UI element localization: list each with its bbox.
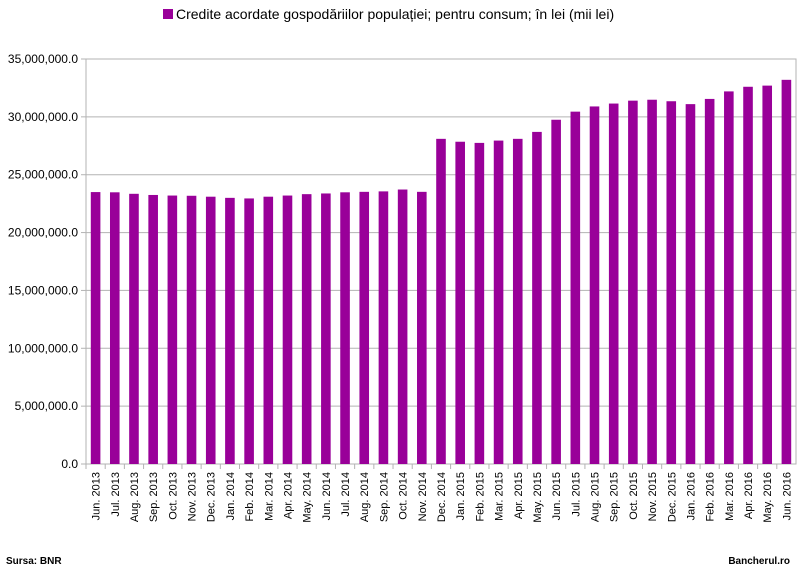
x-tick-label: Oct. 2013 xyxy=(167,472,179,520)
y-tick-label: 35,000,000.0 xyxy=(8,52,78,66)
y-tick-label: 30,000,000.0 xyxy=(8,110,78,124)
x-tick-label: Jul. 2013 xyxy=(110,472,122,517)
x-tick-label: Jan. 2014 xyxy=(225,472,237,520)
x-tick-label: Nov. 2013 xyxy=(187,472,199,521)
x-tick-label: Feb. 2015 xyxy=(474,472,486,522)
bar xyxy=(301,194,312,464)
bar xyxy=(685,104,696,464)
bar xyxy=(704,98,715,465)
bar xyxy=(551,119,561,464)
bar xyxy=(666,101,677,464)
bar xyxy=(608,103,619,465)
x-tick-label: Aug. 2015 xyxy=(590,472,602,522)
y-tick-label: 10,000,000.0 xyxy=(8,341,78,355)
x-tick-label: Jan. 2015 xyxy=(455,472,467,520)
bar xyxy=(359,191,370,464)
x-tick-label: Aug. 2014 xyxy=(359,472,371,522)
bar xyxy=(647,99,657,464)
legend-label: Credite acordate gospodăriilor populație… xyxy=(176,6,614,22)
x-tick-label: Apr. 2015 xyxy=(513,472,525,519)
bar xyxy=(474,142,485,464)
bar xyxy=(589,106,600,464)
x-tick-label: Jun. 2015 xyxy=(551,472,563,520)
bar xyxy=(781,79,792,464)
source-note: Sursa: BNR xyxy=(6,556,62,567)
x-tick-label: May. 2014 xyxy=(302,472,314,523)
bar xyxy=(378,191,389,464)
bar xyxy=(628,100,638,465)
x-tick-label: Aug. 2013 xyxy=(129,472,141,522)
legend-swatch xyxy=(163,9,173,19)
bar xyxy=(340,192,350,464)
x-tick-label: Mar. 2014 xyxy=(263,472,275,521)
bar xyxy=(512,138,523,465)
x-tick-label: Jan. 2016 xyxy=(685,472,697,520)
y-tick-label: 0.0 xyxy=(61,457,78,471)
y-tick-label: 20,000,000.0 xyxy=(8,226,78,240)
x-tick-label: Jun. 2014 xyxy=(321,472,333,520)
site-credit: Bancherul.ro xyxy=(728,556,790,567)
x-tick-label: Nov. 2014 xyxy=(417,472,429,521)
x-tick-label: Dec. 2014 xyxy=(436,472,448,522)
x-tick-label: Feb. 2014 xyxy=(244,472,256,522)
x-tick-label: Dec. 2013 xyxy=(206,472,218,522)
x-tick-label: Mar. 2015 xyxy=(494,472,506,521)
bar xyxy=(282,195,293,465)
bar xyxy=(186,195,197,464)
bar xyxy=(129,193,139,465)
x-tick-label: Jul. 2015 xyxy=(570,472,582,517)
bar xyxy=(167,195,178,465)
x-tick-label: May. 2016 xyxy=(762,472,774,523)
x-tick-label: Mar. 2016 xyxy=(724,472,736,521)
x-tick-label: Feb. 2016 xyxy=(705,472,717,522)
bar xyxy=(532,131,542,464)
x-tick-label: Sep. 2015 xyxy=(609,472,621,522)
bar xyxy=(417,191,427,464)
x-tick-label: Sep. 2013 xyxy=(148,472,160,522)
x-tick-label: Oct. 2014 xyxy=(398,472,410,520)
bar xyxy=(225,197,235,464)
x-tick-label: Apr. 2014 xyxy=(282,472,294,519)
x-tick-label: Nov. 2015 xyxy=(647,472,659,521)
x-tick-label: Oct. 2015 xyxy=(628,472,640,520)
bar xyxy=(724,91,734,465)
bar xyxy=(109,192,120,464)
bar xyxy=(493,140,504,465)
bar xyxy=(762,85,773,464)
x-tick-label: Apr. 2016 xyxy=(743,472,755,519)
bar xyxy=(90,192,101,465)
x-tick-label: May. 2015 xyxy=(532,472,544,523)
bar xyxy=(321,193,331,464)
x-tick-label: Sep. 2014 xyxy=(378,472,390,522)
x-tick-label: Dec. 2015 xyxy=(666,472,678,522)
bar xyxy=(244,198,254,464)
x-tick-label: Jun. 2013 xyxy=(91,472,103,520)
y-tick-label: 5,000,000.0 xyxy=(15,399,79,413)
bar xyxy=(743,86,753,465)
x-tick-label: Jun. 2016 xyxy=(781,472,793,520)
bar xyxy=(263,196,274,464)
y-tick-label: 25,000,000.0 xyxy=(8,168,78,182)
bar xyxy=(148,194,158,464)
bar xyxy=(570,111,581,465)
bar xyxy=(397,189,408,465)
x-tick-label: Jul. 2014 xyxy=(340,472,352,517)
bar xyxy=(455,141,465,464)
bar xyxy=(205,196,216,464)
bar xyxy=(436,138,446,465)
y-tick-label: 15,000,000.0 xyxy=(8,283,78,297)
